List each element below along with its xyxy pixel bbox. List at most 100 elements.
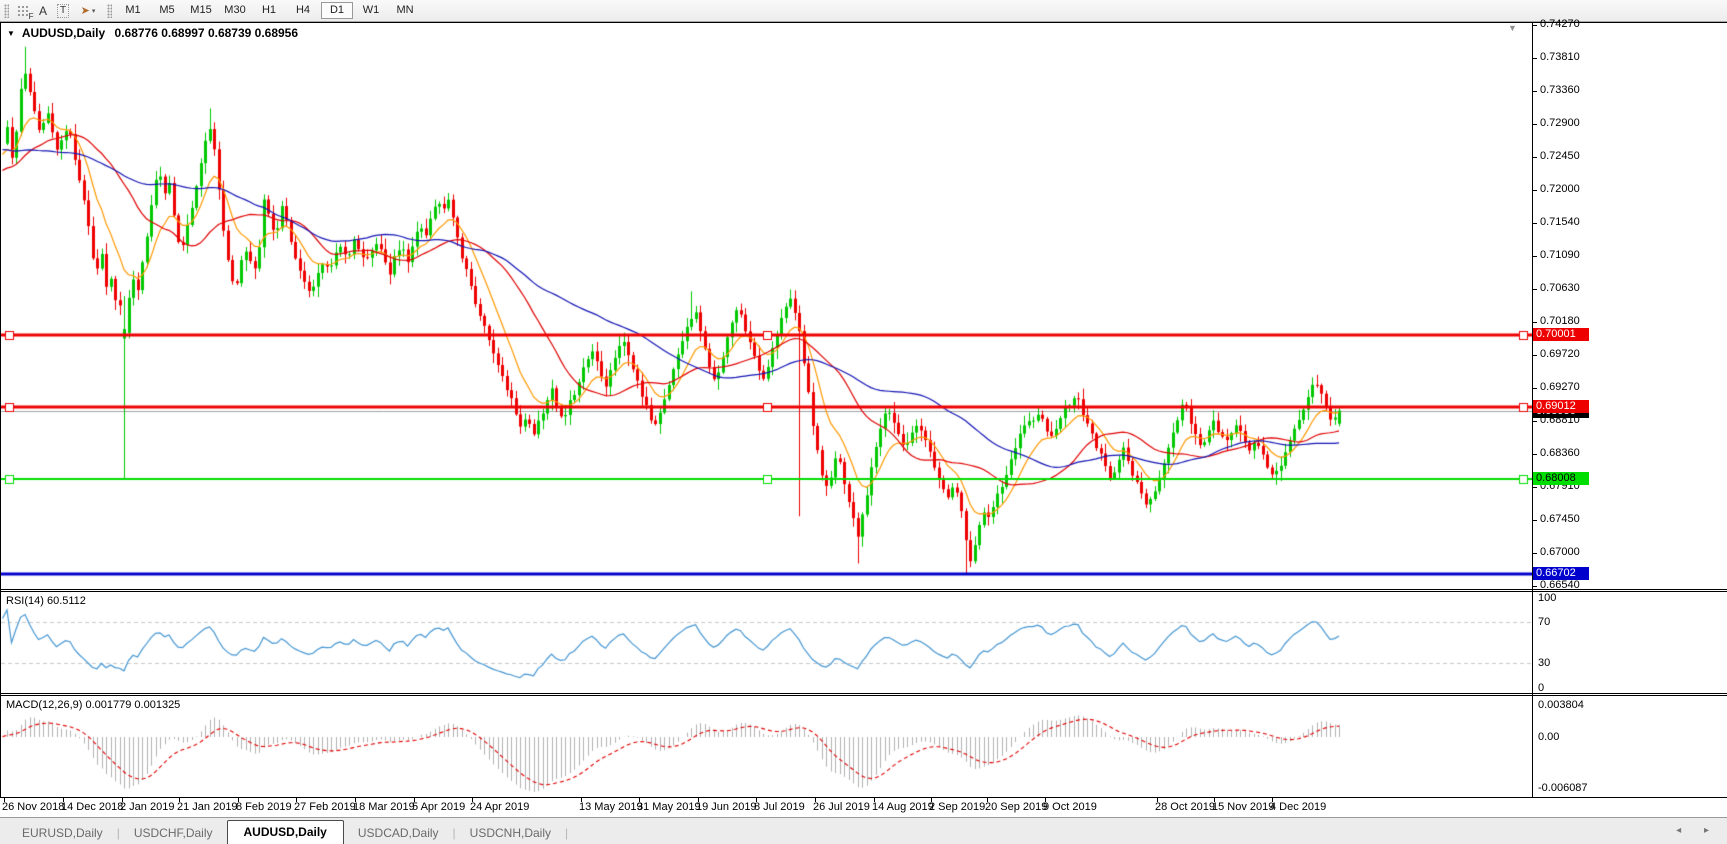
x-axis-date-label[interactable]: 2 Jan 2019 (120, 801, 175, 813)
tab-eurusd[interactable]: EURUSD,Daily (22, 826, 103, 840)
main-chart-canvas[interactable] (1, 23, 1532, 589)
y-axis-tick-label: 0.72450 (1540, 150, 1580, 163)
hline-price-tag[interactable]: 0.68008 (1533, 472, 1589, 486)
x-axis-date-label[interactable]: 26 Jul 2019 (813, 801, 870, 813)
x-axis-date-label[interactable]: 9 Oct 2019 (1043, 801, 1097, 813)
rsi-bottom-border[interactable] (0, 693, 1727, 694)
text-label-icon[interactable]: A (38, 3, 47, 18)
x-axis-date-label[interactable]: 24 Apr 2019 (470, 801, 530, 813)
x-axis-date-label[interactable]: 2 Sep 2019 (929, 801, 986, 813)
y-axis-tick-label: 0.72000 (1540, 182, 1580, 195)
x-axis-date-label[interactable]: 28 Oct 2019 (1155, 801, 1215, 813)
tab-usdcnh[interactable]: USDCNH,Daily (469, 826, 552, 840)
y-axis-tick-mark (1532, 355, 1537, 357)
timeframe-button-h4[interactable]: H4 (295, 4, 311, 16)
x-axis-date-label[interactable]: 21 Jan 2019 (177, 801, 238, 813)
x-axis-tick-mark (874, 798, 875, 802)
main-bottom-border[interactable] (0, 589, 1727, 590)
x-axis-date-label[interactable]: 14 Aug 2019 (872, 801, 934, 813)
y-axis-tick-mark (1532, 289, 1537, 291)
timeframe-button-m30[interactable]: M30 (224, 4, 246, 16)
tab-audusd[interactable]: AUDUSD,Daily (226, 820, 344, 844)
x-axis-tick-mark (355, 798, 356, 802)
hline-price-tag[interactable]: 0.66702 (1533, 567, 1589, 581)
x-axis-tick-mark (698, 798, 699, 802)
y-axis-tick-label: 0.70630 (1540, 282, 1580, 295)
macd-canvas[interactable] (1, 696, 1532, 797)
rsi-axis-label: 30 (1538, 656, 1551, 669)
x-axis-date-label[interactable]: 19 Jun 2019 (696, 801, 757, 813)
timeframe-button-d1[interactable]: D1 (321, 2, 353, 19)
x-axis-date-label[interactable]: 14 Dec 2018 (61, 801, 124, 813)
tab-scroll-right-icon[interactable]: ▸ (1703, 825, 1719, 836)
y-axis-tick-mark (1532, 453, 1537, 455)
fence-grid-icon[interactable]: F (14, 2, 34, 21)
y-axis-tick-label: 0.69720 (1540, 348, 1580, 361)
rsi-axis-label: 100 (1538, 592, 1557, 604)
x-axis-tick-mark (987, 798, 988, 802)
x-axis-date-label[interactable]: 8 Jul 2019 (754, 801, 805, 813)
toolbar-grip-2[interactable] (107, 3, 112, 18)
macd-label: MACD(12,26,9) 0.001779 0.001325 (6, 699, 181, 711)
chart-symbol: AUDUSD,Daily (21, 26, 106, 40)
y-axis-tick-mark (1532, 387, 1537, 389)
x-axis-date-label[interactable]: 27 Feb 2019 (294, 801, 356, 813)
toolbar: F A T ➤ ▾ M1 M5 M15 M30 H1 H4 D1 W1 MN (0, 0, 1727, 22)
rsi-canvas[interactable] (1, 592, 1532, 693)
text-box-icon[interactable]: T (54, 2, 72, 19)
tab-separator: | (116, 826, 120, 840)
tab-scroll-left-icon[interactable]: ◂ (1676, 825, 1692, 836)
x-axis-date-label[interactable]: 8 Feb 2019 (236, 801, 292, 813)
y-axis-tick-mark (1532, 321, 1537, 323)
x-axis-date-label[interactable]: 13 May 2019 (579, 801, 643, 813)
y-axis-tick-label: 0.73810 (1540, 51, 1580, 64)
x-axis-tick-mark (1045, 798, 1046, 802)
window-menu-icon[interactable]: ▼ (7, 29, 15, 38)
timeframe-button-w1[interactable]: W1 (362, 4, 380, 16)
tab-scroll-buttons: ◂ ▸ (1676, 825, 1719, 836)
tab-usdcad[interactable]: USDCAD,Daily (357, 826, 439, 840)
rsi-axis-label: 0 (1538, 682, 1545, 694)
y-axis-tick-label: 0.73360 (1540, 84, 1580, 97)
x-axis-tick-mark (581, 798, 582, 802)
y-axis-tick-mark (1532, 519, 1537, 521)
y-axis-tick-label: 0.72900 (1540, 117, 1580, 130)
price-axis-line[interactable] (1532, 22, 1533, 797)
hline-price-tag[interactable]: 0.69012 (1533, 399, 1589, 413)
x-axis-tick-mark (756, 798, 757, 802)
rsi-top-border (0, 591, 1727, 592)
timeframe-button-m1[interactable]: M1 (125, 4, 141, 16)
timeframe-button-h1[interactable]: H1 (261, 4, 277, 16)
y-axis-tick-label: 0.69270 (1540, 380, 1580, 393)
y-axis-tick-mark (1532, 223, 1537, 225)
x-axis-date-label[interactable]: 18 Mar 2019 (353, 801, 415, 813)
y-axis-tick-mark (1532, 189, 1537, 191)
chart-tabs: EURUSD,Daily | USDCHF,Daily AUDUSD,Daily USD… (0, 818, 568, 844)
x-axis-date-label[interactable]: 20 Sep 2019 (985, 801, 1048, 813)
window-left-border (0, 22, 1, 797)
x-axis-date-label[interactable]: 4 Dec 2019 (1270, 801, 1327, 813)
chart-shift-marker-icon[interactable]: ▼ (1508, 23, 1517, 33)
timeframe-button-m5[interactable]: M5 (159, 4, 175, 16)
y-axis-tick-label: 0.74270 (1540, 18, 1580, 30)
timeframe-button-m15[interactable]: M15 (190, 4, 212, 16)
x-axis-date-label[interactable]: 26 Nov 2018 (2, 801, 65, 813)
chart-ohlc: 0.68776 0.68997 0.68739 0.68956 (114, 26, 299, 40)
x-axis-tick-mark (472, 798, 473, 802)
y-axis-tick-mark (1532, 124, 1537, 126)
x-axis-tick-mark (296, 798, 297, 802)
x-axis-date-label[interactable]: 5 Apr 2019 (412, 801, 466, 813)
timeframe-button-mn[interactable]: MN (396, 4, 414, 16)
arrows-style-icon[interactable]: ➤ ▾ (74, 2, 102, 19)
hline-price-tag[interactable]: 0.70001 (1533, 327, 1589, 341)
macd-axis-label: 0.00 (1538, 731, 1560, 743)
x-axis-date-label[interactable]: 31 May 2019 (637, 801, 701, 813)
toolbar-grip[interactable] (4, 3, 9, 18)
macd-axis-label: 0.003804 (1538, 699, 1584, 712)
x-axis-tick-mark (1214, 798, 1215, 802)
macd-bottom-border (0, 797, 1727, 798)
chart-tab-bar: EURUSD,Daily | USDCHF,Daily AUDUSD,Daily USD… (0, 817, 1727, 844)
tab-usdchf[interactable]: USDCHF,Daily (133, 826, 213, 840)
y-axis-tick-label: 0.67450 (1540, 512, 1580, 525)
x-axis-date-label[interactable]: 15 Nov 2019 (1212, 801, 1275, 813)
